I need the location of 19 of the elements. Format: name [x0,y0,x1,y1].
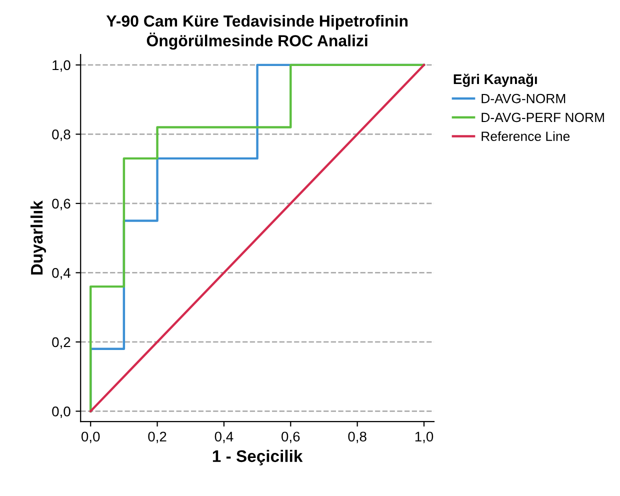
y-tick-label: 0,0 [52,406,70,418]
y-axis-title: Duyarlılık [30,200,46,274]
x-tick-label: 0,6 [282,432,300,444]
x-tick-label: 1,0 [415,432,434,444]
legend-label: D-AVG-NORM [482,94,566,104]
legend-label: D-AVG-PERF NORM [482,112,604,122]
legend-title: Eğri Kaynağı [454,74,537,87]
legend-label: Reference Line [482,131,570,142]
y-tick-label: 0,4 [52,268,70,280]
x-tick-label: 0,0 [81,432,100,444]
y-tick-label: 1,0 [52,60,70,72]
chart-title: Y-90 Cam Küre Tedavisinde Hipetrofinin Öngörülmesinde ROC Analizi [106,14,408,50]
y-tick-label: 0,8 [52,130,70,142]
x-tick-label: 0,4 [214,432,234,444]
x-axis-title: 1 - Seçicilik [212,450,303,466]
y-tick-label: 0,2 [52,337,70,349]
y-tick-label: 0,6 [52,198,70,210]
x-tick-label: 0,8 [348,432,366,444]
x-tick-label: 0,2 [148,432,166,444]
